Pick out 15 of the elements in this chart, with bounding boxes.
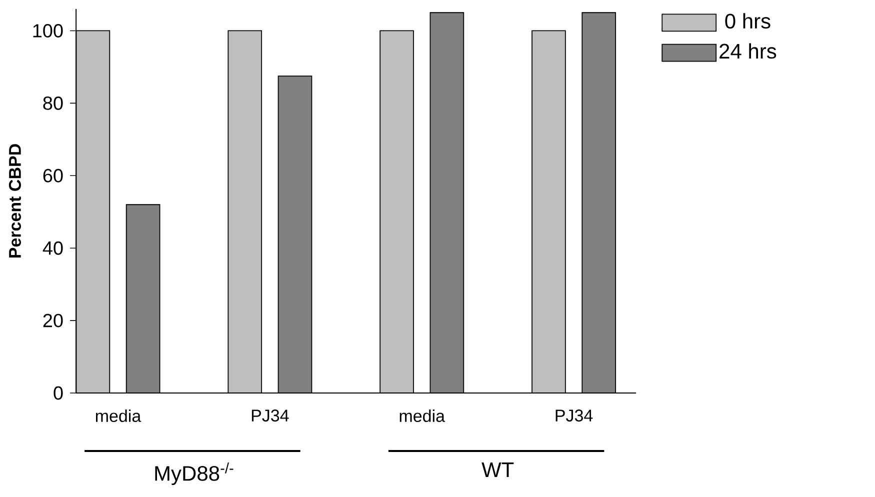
- y-tick-label: 40: [42, 241, 63, 255]
- y-axis-title: Percent CBPD: [8, 144, 21, 258]
- y-tick-label: 0: [54, 386, 63, 400]
- y-tick-label: 80: [43, 96, 63, 110]
- x-tick-label: media: [96, 410, 142, 422]
- y-tick-label: 20: [43, 314, 63, 328]
- x-tick-label: PJ34: [556, 410, 593, 422]
- x-tick-label: PJ34: [252, 410, 289, 422]
- y-tick-label: 60: [43, 168, 63, 182]
- text: MyD88$^{-/-}$: [155, 462, 234, 486]
- y-tick-label: 100: [33, 24, 63, 38]
- legend-label: 0 hrs: [725, 13, 770, 29]
- x-tick-label: media: [400, 410, 445, 422]
- legend-label: 24 hrs: [720, 43, 776, 59]
- text: WT: [482, 462, 514, 477]
